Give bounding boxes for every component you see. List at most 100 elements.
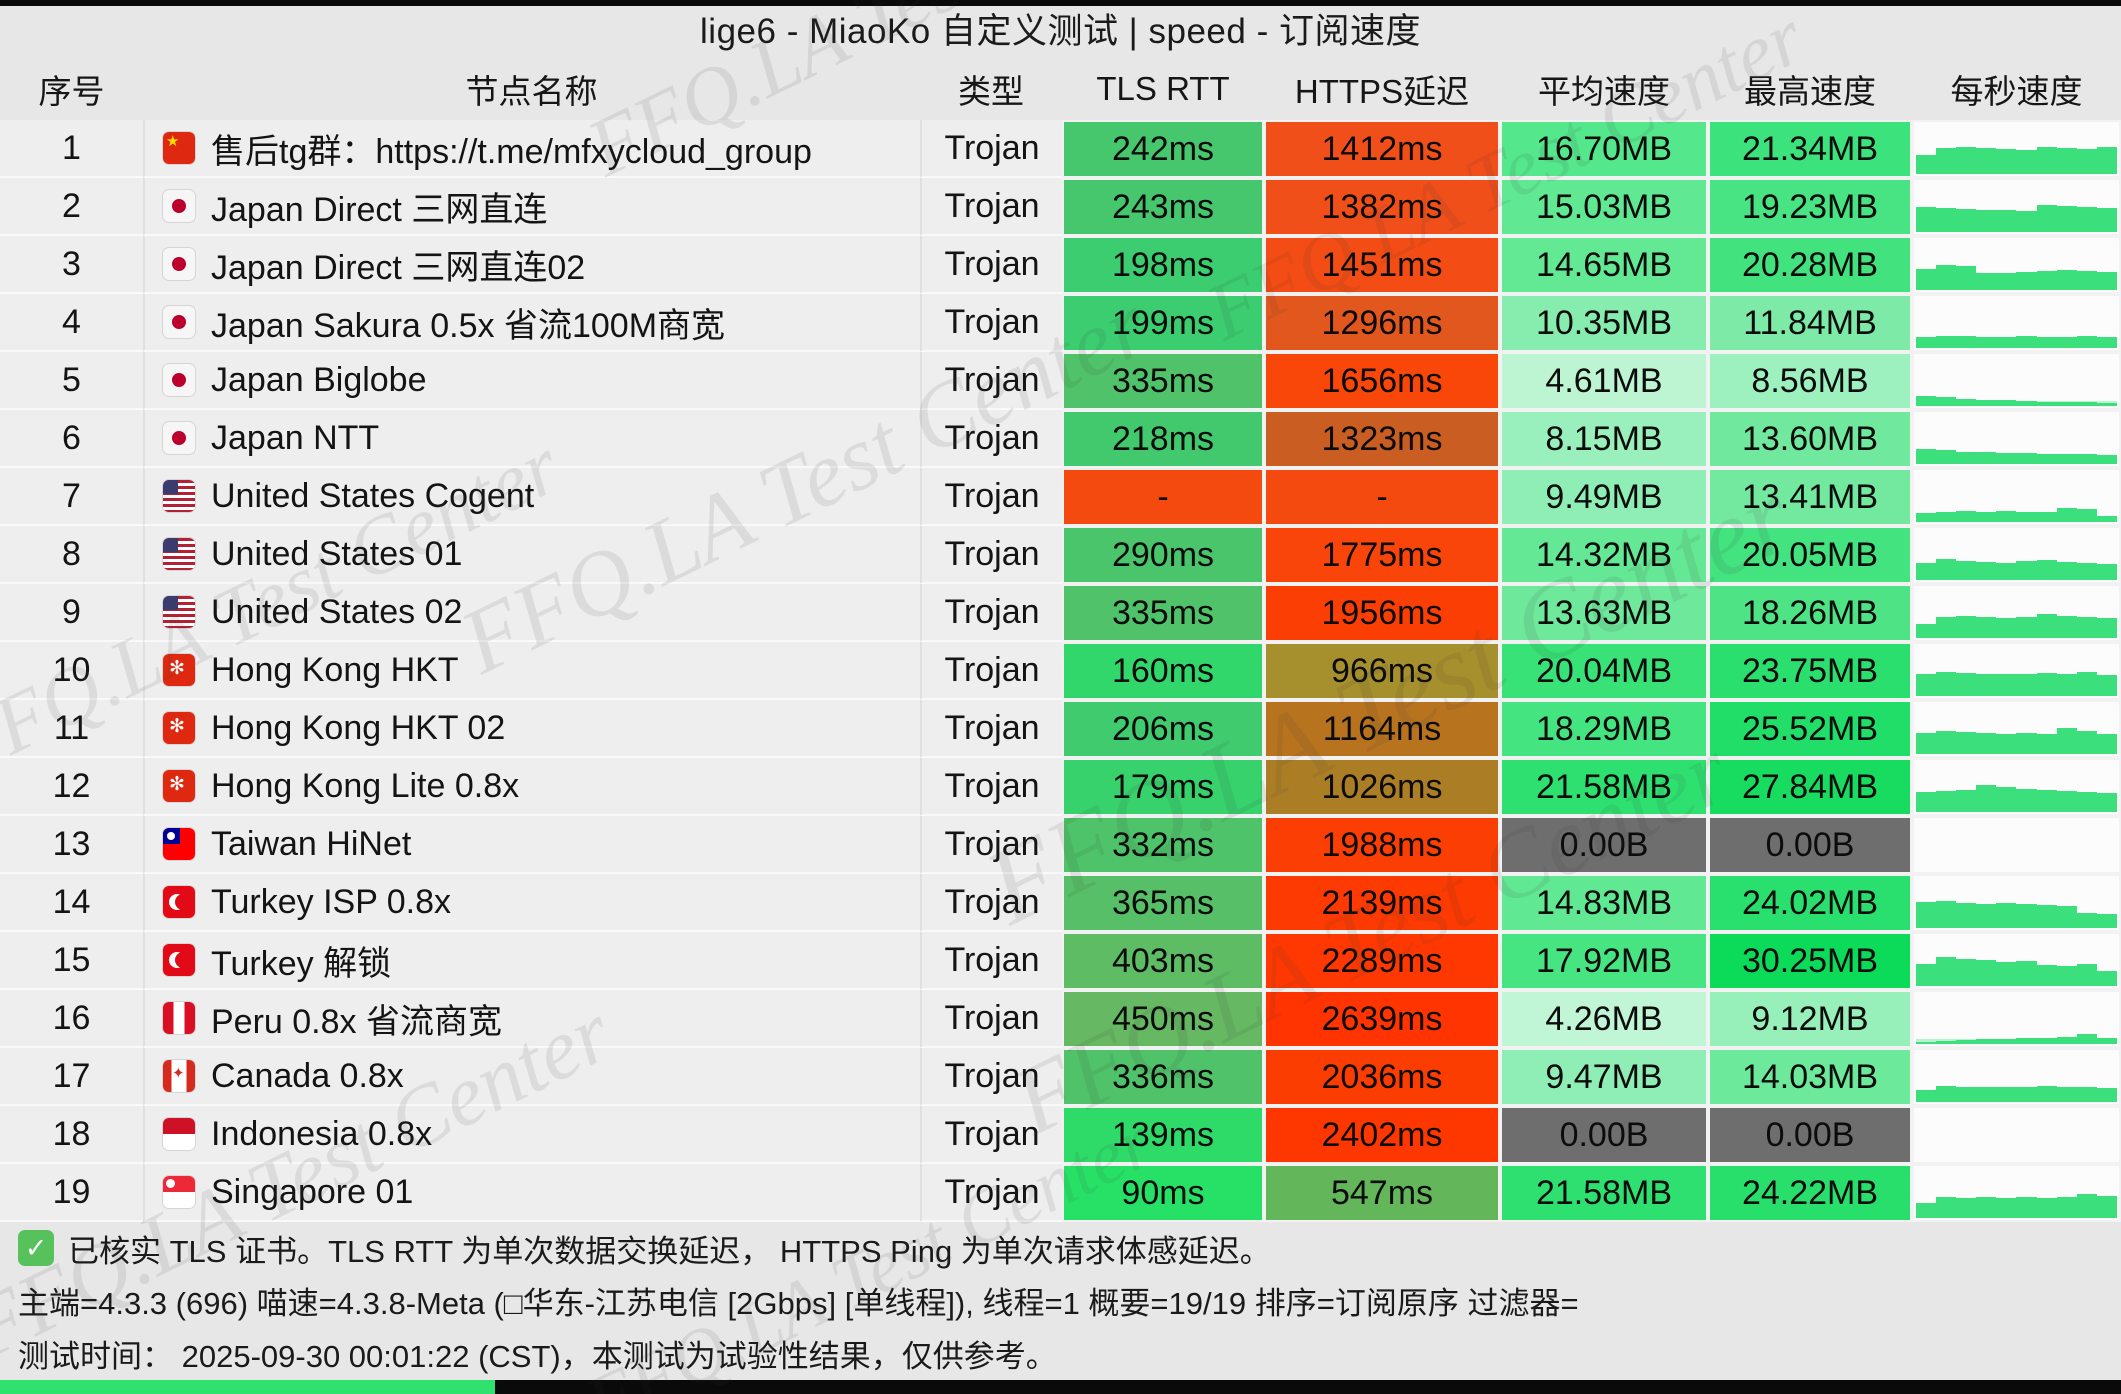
table-row: 9 United States 02 Trojan 335ms 1956ms 13.63M… [0, 584, 2121, 642]
node-type: Trojan [920, 874, 1062, 932]
sparkline-bar [1976, 452, 1997, 464]
sparkline-bar [2016, 733, 2037, 754]
speed-sparkline [1912, 1048, 2121, 1106]
node-type: Trojan [920, 178, 1062, 236]
table-row: 6 Japan NTT Trojan 218ms 1323ms 8.15MB 13.60MB [0, 410, 2121, 468]
sparkline-bars [1916, 124, 2117, 174]
sparkline-bar [2056, 270, 2077, 290]
https-latency-cell: 547ms [1264, 1164, 1500, 1222]
sparkline-bar [1956, 209, 1977, 232]
sparkline-bar [2016, 336, 2037, 348]
avg-speed-cell: 4.26MB [1500, 990, 1708, 1048]
sparkline-bar [1956, 615, 1977, 638]
https-latency-cell: 2036ms [1264, 1048, 1500, 1106]
table-row: 8 United States 01 Trojan 290ms 1775ms 14.32M… [0, 526, 2121, 584]
column-header-tls-rtt: TLS RTT [1096, 70, 1230, 107]
node-name: Japan Sakura 0.5x 省流100M商宽 [211, 306, 726, 345]
node-name-cell: Peru 0.8x 省流商宽 [143, 990, 920, 1048]
sparkline-bars [1916, 1168, 2117, 1218]
sparkline-bar [2076, 402, 2097, 406]
avg-speed-cell: 10.35MB [1500, 294, 1708, 352]
speed-sparkline [1912, 816, 2121, 874]
node-type: Trojan [920, 236, 1062, 294]
column-header-index: 序号 [38, 73, 105, 110]
tls-rtt-cell: 450ms [1062, 990, 1264, 1048]
table-row: 3 Japan Direct 三网直连02 Trojan 198ms 1451ms 14.… [0, 236, 2121, 294]
node-name: Japan Direct 三网直连 [211, 190, 548, 229]
speed-sparkline [1912, 410, 2121, 468]
sparkline-bar [1956, 561, 1977, 580]
node-type: Trojan [920, 468, 1062, 526]
https-latency-cell: 1412ms [1264, 120, 1500, 178]
sparkline-bar [2076, 1194, 2097, 1218]
speed-sparkline [1912, 990, 2121, 1048]
us-flag-icon [163, 596, 195, 628]
node-type: Trojan [920, 1048, 1062, 1106]
sparkline-bar [2096, 272, 2117, 290]
tls-rtt-cell: 139ms [1062, 1106, 1264, 1164]
sparkline-bar [2036, 1198, 2057, 1218]
speed-sparkline [1912, 1106, 2121, 1164]
sparkline-bar [1976, 904, 1997, 928]
row-index: 9 [0, 584, 143, 642]
tls-rtt-cell: 199ms [1062, 294, 1264, 352]
node-type: Trojan [920, 352, 1062, 410]
speed-sparkline [1912, 758, 2121, 816]
sparkline-bar [2016, 561, 2037, 580]
tr-flag-icon [163, 944, 195, 976]
https-latency-cell: 1296ms [1264, 294, 1500, 352]
tls-rtt-cell: 335ms [1062, 352, 1264, 410]
sparkline-bar [2096, 454, 2117, 464]
sparkline-bar [2096, 914, 2117, 928]
sparkline-bar [1956, 673, 1977, 696]
sparkline-bar [1996, 511, 2017, 522]
node-name-cell: Hong Kong HKT [143, 642, 920, 700]
check-icon: ✓ [18, 1230, 54, 1266]
sparkline-bar [1916, 449, 1937, 464]
sparkline-bar [1956, 398, 1977, 406]
sparkline-bars [1916, 182, 2117, 232]
node-type: Trojan [920, 410, 1062, 468]
row-index: 2 [0, 178, 143, 236]
sparkline-bar [1916, 269, 1937, 290]
table-row: 13 Taiwan HiNet Trojan 332ms 1988ms 0.00B 0.00… [0, 816, 2121, 874]
sparkline-bars [1916, 530, 2117, 580]
node-type: Trojan [920, 642, 1062, 700]
sparkline-bar [2056, 615, 2077, 638]
sparkline-bar [1996, 210, 2017, 232]
node-name-cell: Hong Kong Lite 0.8x [143, 758, 920, 816]
node-name: United States Cogent [211, 476, 535, 515]
node-name: Turkey 解锁 [211, 944, 392, 983]
bottom-border-bar [0, 1380, 2121, 1394]
sparkline-bar [1936, 731, 1957, 754]
sparkline-bars [1916, 994, 2117, 1044]
max-speed-cell: 13.60MB [1708, 410, 1912, 468]
ca-flag-icon [163, 1060, 195, 1092]
sparkline-bar [2076, 1087, 2097, 1102]
sparkline-bar [1996, 337, 2017, 348]
sparkline-bar [2036, 271, 2057, 290]
node-name: Japan Direct 三网直连02 [211, 248, 586, 287]
sparkline-bar [1916, 963, 1937, 986]
sparkline-bars [1916, 240, 2117, 290]
https-latency-cell: 1988ms [1264, 816, 1500, 874]
sparkline-bar [1976, 562, 1997, 580]
tls-rtt-cell: 198ms [1062, 236, 1264, 294]
sparkline-bar [1916, 624, 1937, 638]
sparkline-bar [2056, 1037, 2077, 1044]
sparkline-bar [1956, 1198, 1977, 1218]
sparkline-bar [1956, 146, 1977, 174]
max-speed-cell: 9.12MB [1708, 990, 1912, 1048]
sparkline-bar [2056, 337, 2077, 348]
sparkline-bar [2016, 1038, 2037, 1044]
sparkline-bar [2036, 401, 2057, 406]
sparkline-bar [2016, 401, 2037, 406]
sparkline-bar [2076, 963, 2097, 986]
tls-rtt-cell: 243ms [1062, 178, 1264, 236]
node-type: Trojan [920, 758, 1062, 816]
sparkline-bar [2016, 150, 2037, 174]
sparkline-bars [1916, 762, 2117, 812]
node-name: Hong Kong Lite 0.8x [211, 766, 520, 805]
avg-speed-cell: 16.70MB [1500, 120, 1708, 178]
sparkline-bar [1996, 618, 2017, 638]
